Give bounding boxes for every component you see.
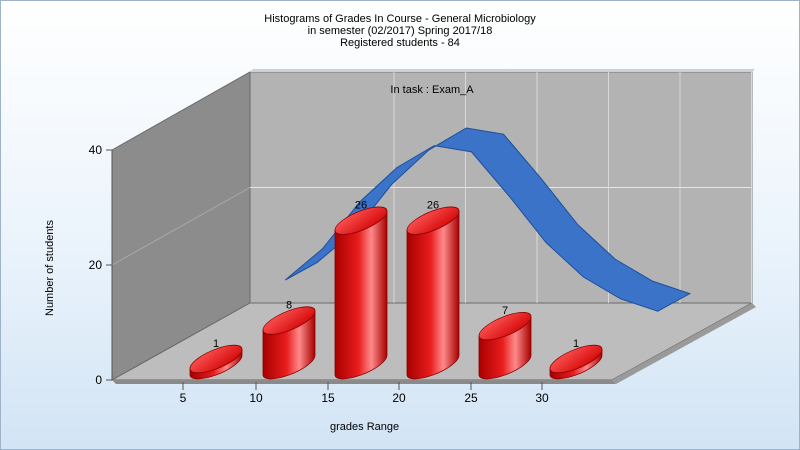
bar-top	[189, 344, 243, 374]
bar-value-label: 1	[573, 338, 579, 350]
bar-top	[262, 306, 316, 335]
x-axis-title: grades Range	[330, 421, 400, 433]
chart-title-line3: Registered students - 84	[340, 37, 460, 49]
y-axis-title: Number of students	[44, 220, 56, 316]
chart-title-line1: Histograms of Grades In Course - General…	[264, 13, 536, 25]
y-tick-label: 20	[89, 258, 103, 272]
bar-body	[406, 211, 460, 380]
floor-edge-front	[112, 380, 616, 384]
floor-edge-right	[612, 303, 756, 384]
histogram-bar	[334, 206, 388, 380]
y-tick-label: 40	[89, 143, 103, 157]
x-tick-label: 20	[392, 391, 406, 405]
y-tick-label: 0	[95, 373, 102, 387]
x-tick-label: 15	[321, 391, 335, 405]
chart-annotation: In task : Exam_A	[390, 84, 474, 96]
x-tick-label: 25	[464, 391, 478, 405]
bar-value-label: 1	[213, 338, 219, 350]
histogram-bar	[406, 206, 460, 380]
bar-top	[478, 311, 532, 341]
grid-line-side	[111, 187, 251, 266]
bar-value-label: 8	[286, 300, 292, 312]
bar-value-label: 7	[502, 305, 508, 317]
normal-curve-ribbon	[284, 127, 691, 312]
wall-top-edge	[250, 69, 755, 72]
histogram-bar	[262, 306, 316, 380]
bar-top	[406, 206, 460, 235]
bar-top	[549, 344, 603, 374]
x-tick-label: 5	[180, 391, 187, 405]
histogram-bar	[549, 344, 603, 380]
x-tick-label: 10	[249, 391, 263, 405]
x-tick-label: 30	[535, 391, 549, 405]
bar-value-label: 26	[427, 200, 439, 212]
histogram-bar	[189, 344, 243, 380]
bar-value-label: 26	[355, 200, 367, 212]
bar-top	[334, 206, 388, 235]
bar-body	[334, 211, 388, 380]
chart-title-line2: in semester (02/2017) Spring 2017/18	[307, 25, 493, 37]
histogram-bar	[478, 311, 532, 380]
